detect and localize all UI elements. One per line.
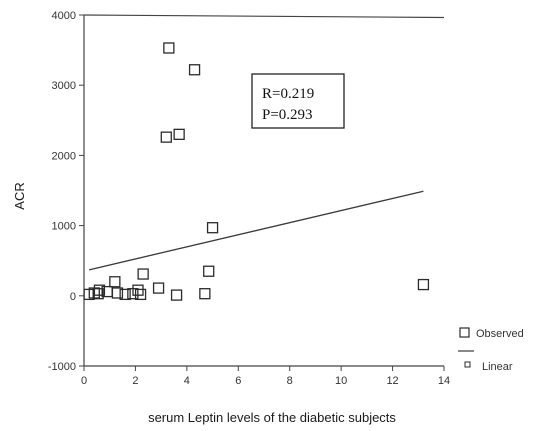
observed-point xyxy=(111,287,124,299)
plot-frame xyxy=(83,14,445,367)
y-tick-label: -1000 xyxy=(48,361,76,373)
observed-point xyxy=(152,282,165,294)
x-axis-ticks: 0 2 4 6 8 10 12 14 xyxy=(81,366,450,387)
observed-point xyxy=(92,288,104,300)
observed-point xyxy=(163,42,175,54)
observed-point xyxy=(93,284,106,296)
legend-linear-marker xyxy=(464,361,471,368)
observed-point xyxy=(203,265,215,277)
regression-line-group xyxy=(88,190,424,271)
legend: Observed Linear xyxy=(458,327,524,373)
x-tick-label: 10 xyxy=(335,375,347,387)
legend-observed-marker xyxy=(459,327,470,338)
observed-point xyxy=(170,289,183,301)
stats-r-value: R=0.219 xyxy=(262,86,314,102)
stats-box: R=0.219 P=0.293 xyxy=(251,73,345,129)
y-tick-label: 2000 xyxy=(52,150,76,162)
observed-point xyxy=(132,284,144,296)
observed-point xyxy=(134,288,147,301)
observed-point xyxy=(417,278,430,291)
y-tick-label: 1000 xyxy=(52,221,76,233)
x-tick-label: 0 xyxy=(81,375,87,387)
observed-point xyxy=(137,268,149,280)
legend-observed-label: Observed xyxy=(476,328,524,340)
observed-point xyxy=(160,131,172,143)
legend-linear-label: Linear xyxy=(482,361,513,373)
y-tick-label: 0 xyxy=(70,291,76,303)
stats-p-value: P=0.293 xyxy=(262,107,313,123)
observed-point xyxy=(199,288,211,300)
y-tick-label: 3000 xyxy=(52,80,76,92)
observed-point xyxy=(109,276,121,288)
x-tick-label: 12 xyxy=(386,375,398,387)
x-tick-label: 4 xyxy=(184,375,190,387)
observed-point xyxy=(188,64,201,76)
x-tick-label: 2 xyxy=(132,375,138,387)
x-tick-label: 6 xyxy=(235,375,241,387)
observed-point xyxy=(119,288,131,301)
y-axis-title: ACR xyxy=(12,182,27,209)
y-tick-label: 4000 xyxy=(52,10,76,22)
regression-line xyxy=(88,190,424,271)
stats-box-border xyxy=(251,73,345,129)
x-tick-label: 14 xyxy=(438,375,450,387)
x-tick-label: 8 xyxy=(287,375,293,387)
y-axis-ticks: 4000 3000 2000 1000 0 -1000 xyxy=(48,10,84,373)
top-frame-line xyxy=(83,14,445,19)
observed-point xyxy=(206,222,219,234)
observed-points xyxy=(83,42,430,301)
observed-point xyxy=(173,128,185,140)
x-axis-title: serum Leptin levels of the diabetic subj… xyxy=(148,410,396,425)
